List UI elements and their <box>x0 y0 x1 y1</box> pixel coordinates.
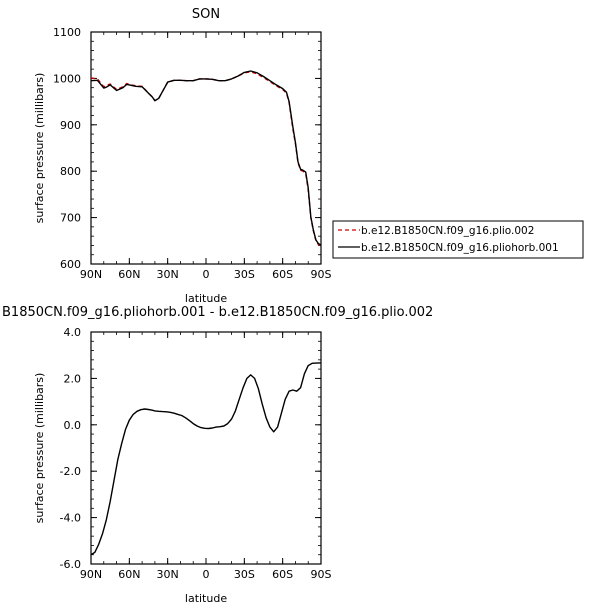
top-y-tick-label: 800 <box>60 165 81 178</box>
top-x-tick-label: 30S <box>234 268 255 281</box>
top-x-tick-label: 30N <box>157 268 179 281</box>
top-y-tick-label: 600 <box>60 258 81 271</box>
bottom-axis-ticks: 90N 60N 30N 0 30S 60S 90S -6.0 -4.0 -2.0 0.0 2.0 4.0 <box>60 326 332 581</box>
legend-box <box>332 220 584 259</box>
top-series-line-0 <box>90 71 322 247</box>
top-axis-ticks: 90N 60N 30N 0 30S 60S 90S 600 700 800 900 1000 1100 <box>53 26 332 281</box>
bottom-y-axis-label: surface pressure (millibars) <box>33 373 46 524</box>
bottom-x-tick-label: 0 <box>203 568 210 581</box>
bottom-y-tick-label: 2.0 <box>64 372 82 385</box>
top-x-tick-label: 90N <box>80 268 102 281</box>
bottom-x-tick-label: 30N <box>157 568 179 581</box>
top-x-tick-label: 0 <box>203 268 210 281</box>
bottom-y-tick-label: -4.0 <box>60 512 81 525</box>
bottom-panel: B1850CN.f09_g16.pliohorb.001 - b.e12.B18… <box>2 305 433 605</box>
bottom-series-line-0 <box>90 362 321 556</box>
bottom-y-tick-label: 0.0 <box>64 419 82 432</box>
top-y-tick-label: 700 <box>60 212 81 225</box>
top-x-tick-label: 60N <box>118 268 140 281</box>
legend-label-plio: b.e12.B1850CN.f09_g16.plio.002 <box>361 225 534 237</box>
top-series-line-1 <box>90 70 322 246</box>
bottom-x-tick-label: 90S <box>311 568 332 581</box>
top-y-tick-label: 900 <box>60 119 81 132</box>
top-series-group <box>90 70 322 247</box>
bottom-plot-frame <box>90 331 322 565</box>
top-x-tick-label: 60S <box>272 268 293 281</box>
bottom-x-tick-label: 60N <box>118 568 140 581</box>
bottom-y-tick-label: 4.0 <box>64 326 82 339</box>
top-y-tick-label: 1100 <box>53 26 81 39</box>
bottom-x-tick-label: 90N <box>80 568 102 581</box>
legend: b.e12.B1850CN.f09_g16.plio.002 b.e12.B18… <box>332 220 584 259</box>
top-x-tick-label: 90S <box>311 268 332 281</box>
top-plot-frame <box>90 31 322 265</box>
top-y-axis-label: surface pressure (millibars) <box>33 73 46 224</box>
legend-label-pliohorb: b.e12.B1850CN.f09_g16.pliohorb.001 <box>361 242 559 254</box>
bottom-series-group <box>90 362 321 556</box>
top-chart-title: SON <box>192 7 220 22</box>
bottom-y-tick-label: -6.0 <box>60 558 81 571</box>
bottom-chart-title: B1850CN.f09_g16.pliohorb.001 - b.e12.B18… <box>2 305 433 320</box>
bottom-x-tick-label: 60S <box>272 568 293 581</box>
top-x-axis-label: latitude <box>185 292 227 305</box>
bottom-x-axis-label: latitude <box>185 592 227 605</box>
bottom-x-tick-label: 30S <box>234 568 255 581</box>
top-y-tick-label: 1000 <box>53 72 81 85</box>
bottom-y-tick-label: -2.0 <box>60 465 81 478</box>
top-panel: SON 90N 60N 30N 0 30S 60S 90S 600 700 800 900 1000 1… <box>33 7 584 305</box>
